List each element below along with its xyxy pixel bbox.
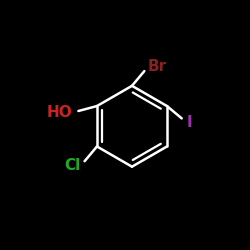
Text: HO: HO <box>47 105 73 120</box>
Text: Cl: Cl <box>65 158 81 173</box>
Text: I: I <box>186 114 192 130</box>
Text: Br: Br <box>148 59 167 74</box>
